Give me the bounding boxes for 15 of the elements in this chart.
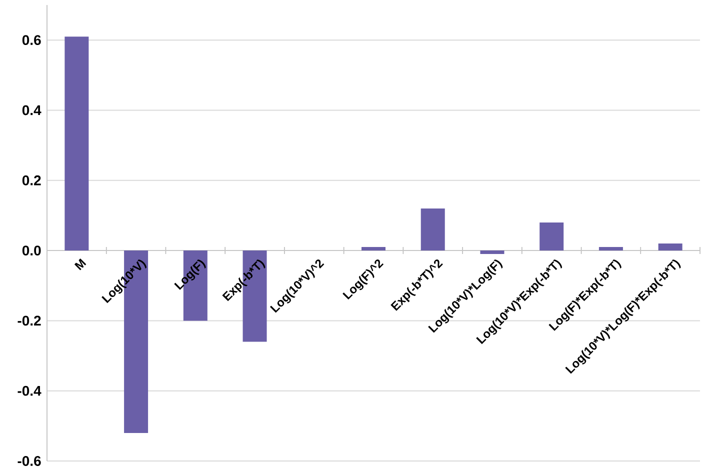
x-tick-label: M: [74, 258, 86, 270]
y-tick-label: 0.4: [22, 105, 42, 116]
bar: [480, 250, 504, 254]
y-tick-label: -0.4: [18, 386, 42, 396]
bar: [598, 247, 623, 251]
bar: [420, 208, 445, 251]
bar: [64, 36, 89, 251]
y-tick-label: -0.2: [18, 316, 41, 326]
y-tick-label: 0.0: [22, 246, 41, 256]
bar: [362, 247, 386, 251]
bar: [540, 222, 564, 251]
y-tick-label: 0.2: [22, 175, 41, 186]
bar: [658, 244, 682, 251]
y-tick-label: 0.6: [22, 35, 41, 46]
y-tick-label: -0.6: [18, 456, 41, 466]
